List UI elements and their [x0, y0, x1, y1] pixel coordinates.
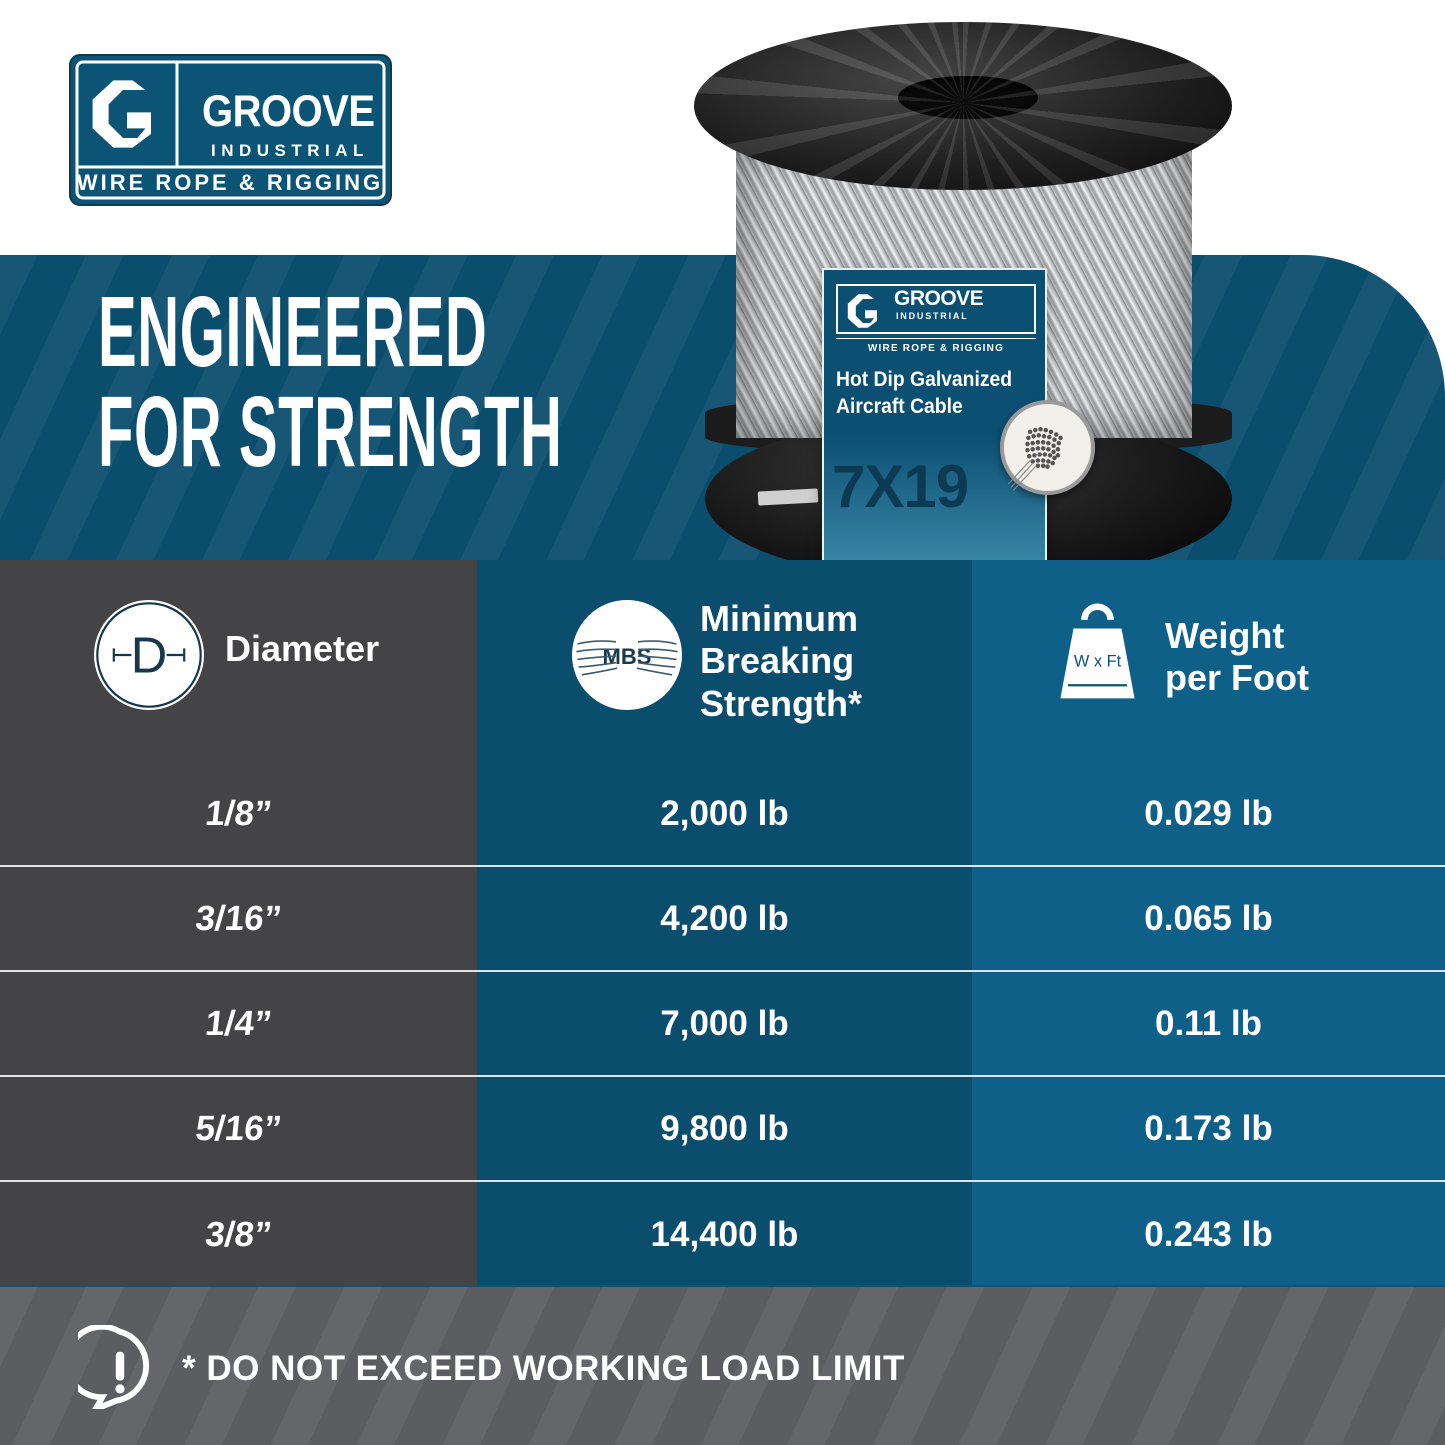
- svg-text:INDUSTRIAL: INDUSTRIAL: [211, 141, 369, 160]
- svg-text:W x Ft: W x Ft: [1074, 653, 1122, 671]
- svg-text:WIRE ROPE & RIGGING: WIRE ROPE & RIGGING: [77, 170, 383, 195]
- svg-text:GROOVE: GROOVE: [202, 86, 375, 136]
- svg-text:D: D: [131, 627, 168, 684]
